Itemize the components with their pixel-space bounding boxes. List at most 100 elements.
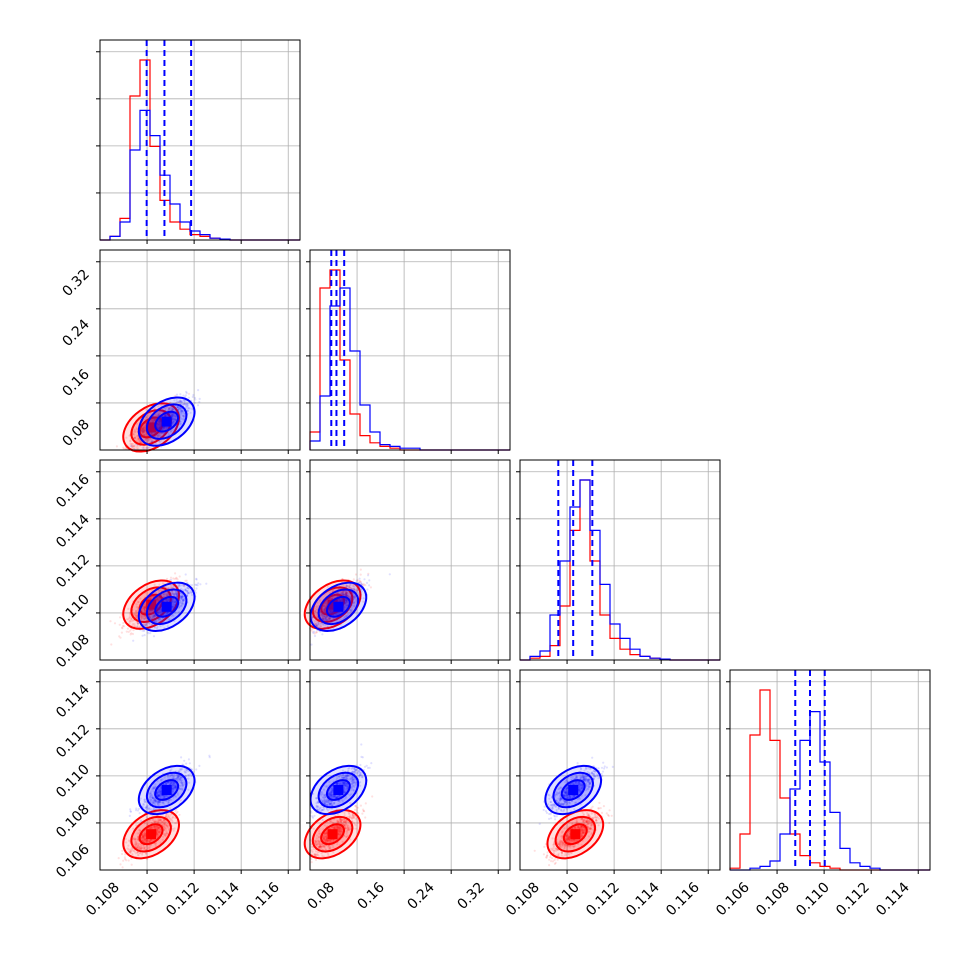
- scatter-point-b: [158, 423, 161, 426]
- scatter-point-b: [187, 392, 191, 395]
- scatter-point-b: [113, 622, 117, 625]
- scatter-point-a: [193, 401, 196, 404]
- scatter-point-b: [156, 422, 159, 425]
- scatter-point-b: [359, 568, 362, 571]
- scatter-point-b: [140, 428, 143, 431]
- scatter-point-b: [163, 426, 166, 429]
- scatter-point-b: [150, 432, 153, 435]
- y-tick-label: 0.32: [59, 267, 92, 300]
- scatter-point-b: [126, 627, 129, 630]
- scatter-point-b: [164, 414, 167, 417]
- scatter-point-b: [139, 441, 142, 444]
- scatter-point-a: [367, 574, 370, 577]
- scatter-point-b: [121, 849, 124, 852]
- scatter-point-b: [364, 584, 367, 587]
- scatter-point-b: [143, 428, 146, 432]
- scatter-point-a: [132, 639, 135, 642]
- scatter-point-b: [137, 441, 140, 444]
- scatter-point-b: [133, 436, 136, 440]
- scatter-point-a: [192, 393, 195, 397]
- scatter-point-b: [144, 438, 147, 441]
- scatter-point-b: [354, 573, 358, 576]
- scatter-point-b: [135, 427, 138, 430]
- scatter-point-b: [157, 422, 161, 425]
- scatter-point-b: [118, 623, 121, 626]
- scatter-point-b: [164, 414, 167, 417]
- scatter-point-b: [144, 408, 147, 411]
- scatter-point-a: [197, 389, 200, 392]
- scatter-point-b: [133, 430, 136, 434]
- scatter-point-b: [157, 422, 160, 425]
- scatter-point-b: [121, 626, 124, 629]
- scatter-point-b: [123, 447, 126, 450]
- scatter-point-b: [146, 446, 149, 449]
- scatter-point-b: [142, 427, 145, 430]
- scatter-point-b: [141, 429, 144, 432]
- scatter-point-b: [143, 430, 146, 433]
- scatter-point-b: [145, 433, 148, 436]
- scatter-point-b: [157, 421, 160, 424]
- scatter-point-b: [128, 434, 131, 437]
- scatter-point-b: [133, 433, 136, 436]
- panel-frame: [99, 39, 301, 241]
- scatter-point-b: [144, 428, 147, 432]
- scatter-point-b: [133, 444, 136, 448]
- scatter-point-b: [122, 621, 125, 625]
- scatter-point-b: [142, 431, 145, 434]
- scatter-point-b: [184, 579, 187, 582]
- y-tick-label: 0.24: [59, 316, 92, 349]
- scatter-point-b: [125, 436, 128, 439]
- scatter-point-b: [164, 406, 168, 409]
- scatter-point-b: [141, 427, 145, 430]
- scatter-point-b: [122, 859, 125, 862]
- scatter-point-b: [153, 419, 156, 422]
- density-peak-a: [333, 601, 344, 612]
- scatter-point-a: [184, 573, 187, 576]
- scatter-point-b: [152, 418, 155, 421]
- scatter-point-b: [159, 421, 162, 424]
- scatter-point-b: [150, 419, 153, 422]
- scatter-point-a: [355, 579, 358, 582]
- scatter-point-b: [178, 400, 182, 403]
- scatter-point-a: [312, 631, 315, 635]
- scatter-point-b: [168, 407, 171, 410]
- scatter-point-a: [187, 396, 190, 399]
- scatter-point-b: [152, 419, 155, 422]
- density-peak-a: [161, 601, 172, 612]
- scatter-point-b: [119, 636, 122, 639]
- scatter-point-b: [119, 863, 122, 866]
- scatter-point-b: [122, 446, 125, 449]
- scatter-point-b: [121, 866, 124, 869]
- scatter-point-a: [149, 632, 152, 635]
- histogram-step-series_a: [520, 479, 720, 661]
- scatter-point-a: [195, 577, 198, 581]
- scatter-point-b: [147, 414, 150, 417]
- scatter-point-b: [145, 432, 148, 435]
- y-tick-label: 0.116: [53, 471, 93, 511]
- scatter-point-b: [153, 418, 156, 421]
- scatter-point-b: [168, 406, 172, 409]
- y-tick-label: 0.114: [53, 511, 93, 551]
- scatter-point-b: [141, 431, 144, 434]
- scatter-point-b: [133, 428, 136, 432]
- scatter-point-a: [187, 758, 190, 761]
- scatter-point-b: [151, 420, 155, 423]
- scatter-point-b: [143, 424, 146, 427]
- scatter-point-b: [141, 426, 144, 429]
- scatter-point-b: [131, 445, 134, 448]
- scatter-point-a: [198, 400, 201, 404]
- scatter-point-b: [144, 418, 147, 421]
- scatter-point-b: [157, 405, 160, 408]
- scatter-point-b: [172, 415, 175, 418]
- scatter-point-b: [115, 445, 118, 448]
- scatter-point-b: [135, 446, 138, 449]
- scatter-point-a: [180, 756, 183, 759]
- scatter-point-b: [135, 422, 139, 425]
- scatter-point-b: [171, 408, 174, 411]
- scatter-point-a: [198, 397, 201, 400]
- scatter-point-b: [182, 415, 185, 418]
- scatter-point-b: [163, 427, 166, 430]
- scatter-point-b: [139, 440, 142, 443]
- scatter-point-a: [388, 573, 391, 576]
- panel-frame: [309, 459, 511, 661]
